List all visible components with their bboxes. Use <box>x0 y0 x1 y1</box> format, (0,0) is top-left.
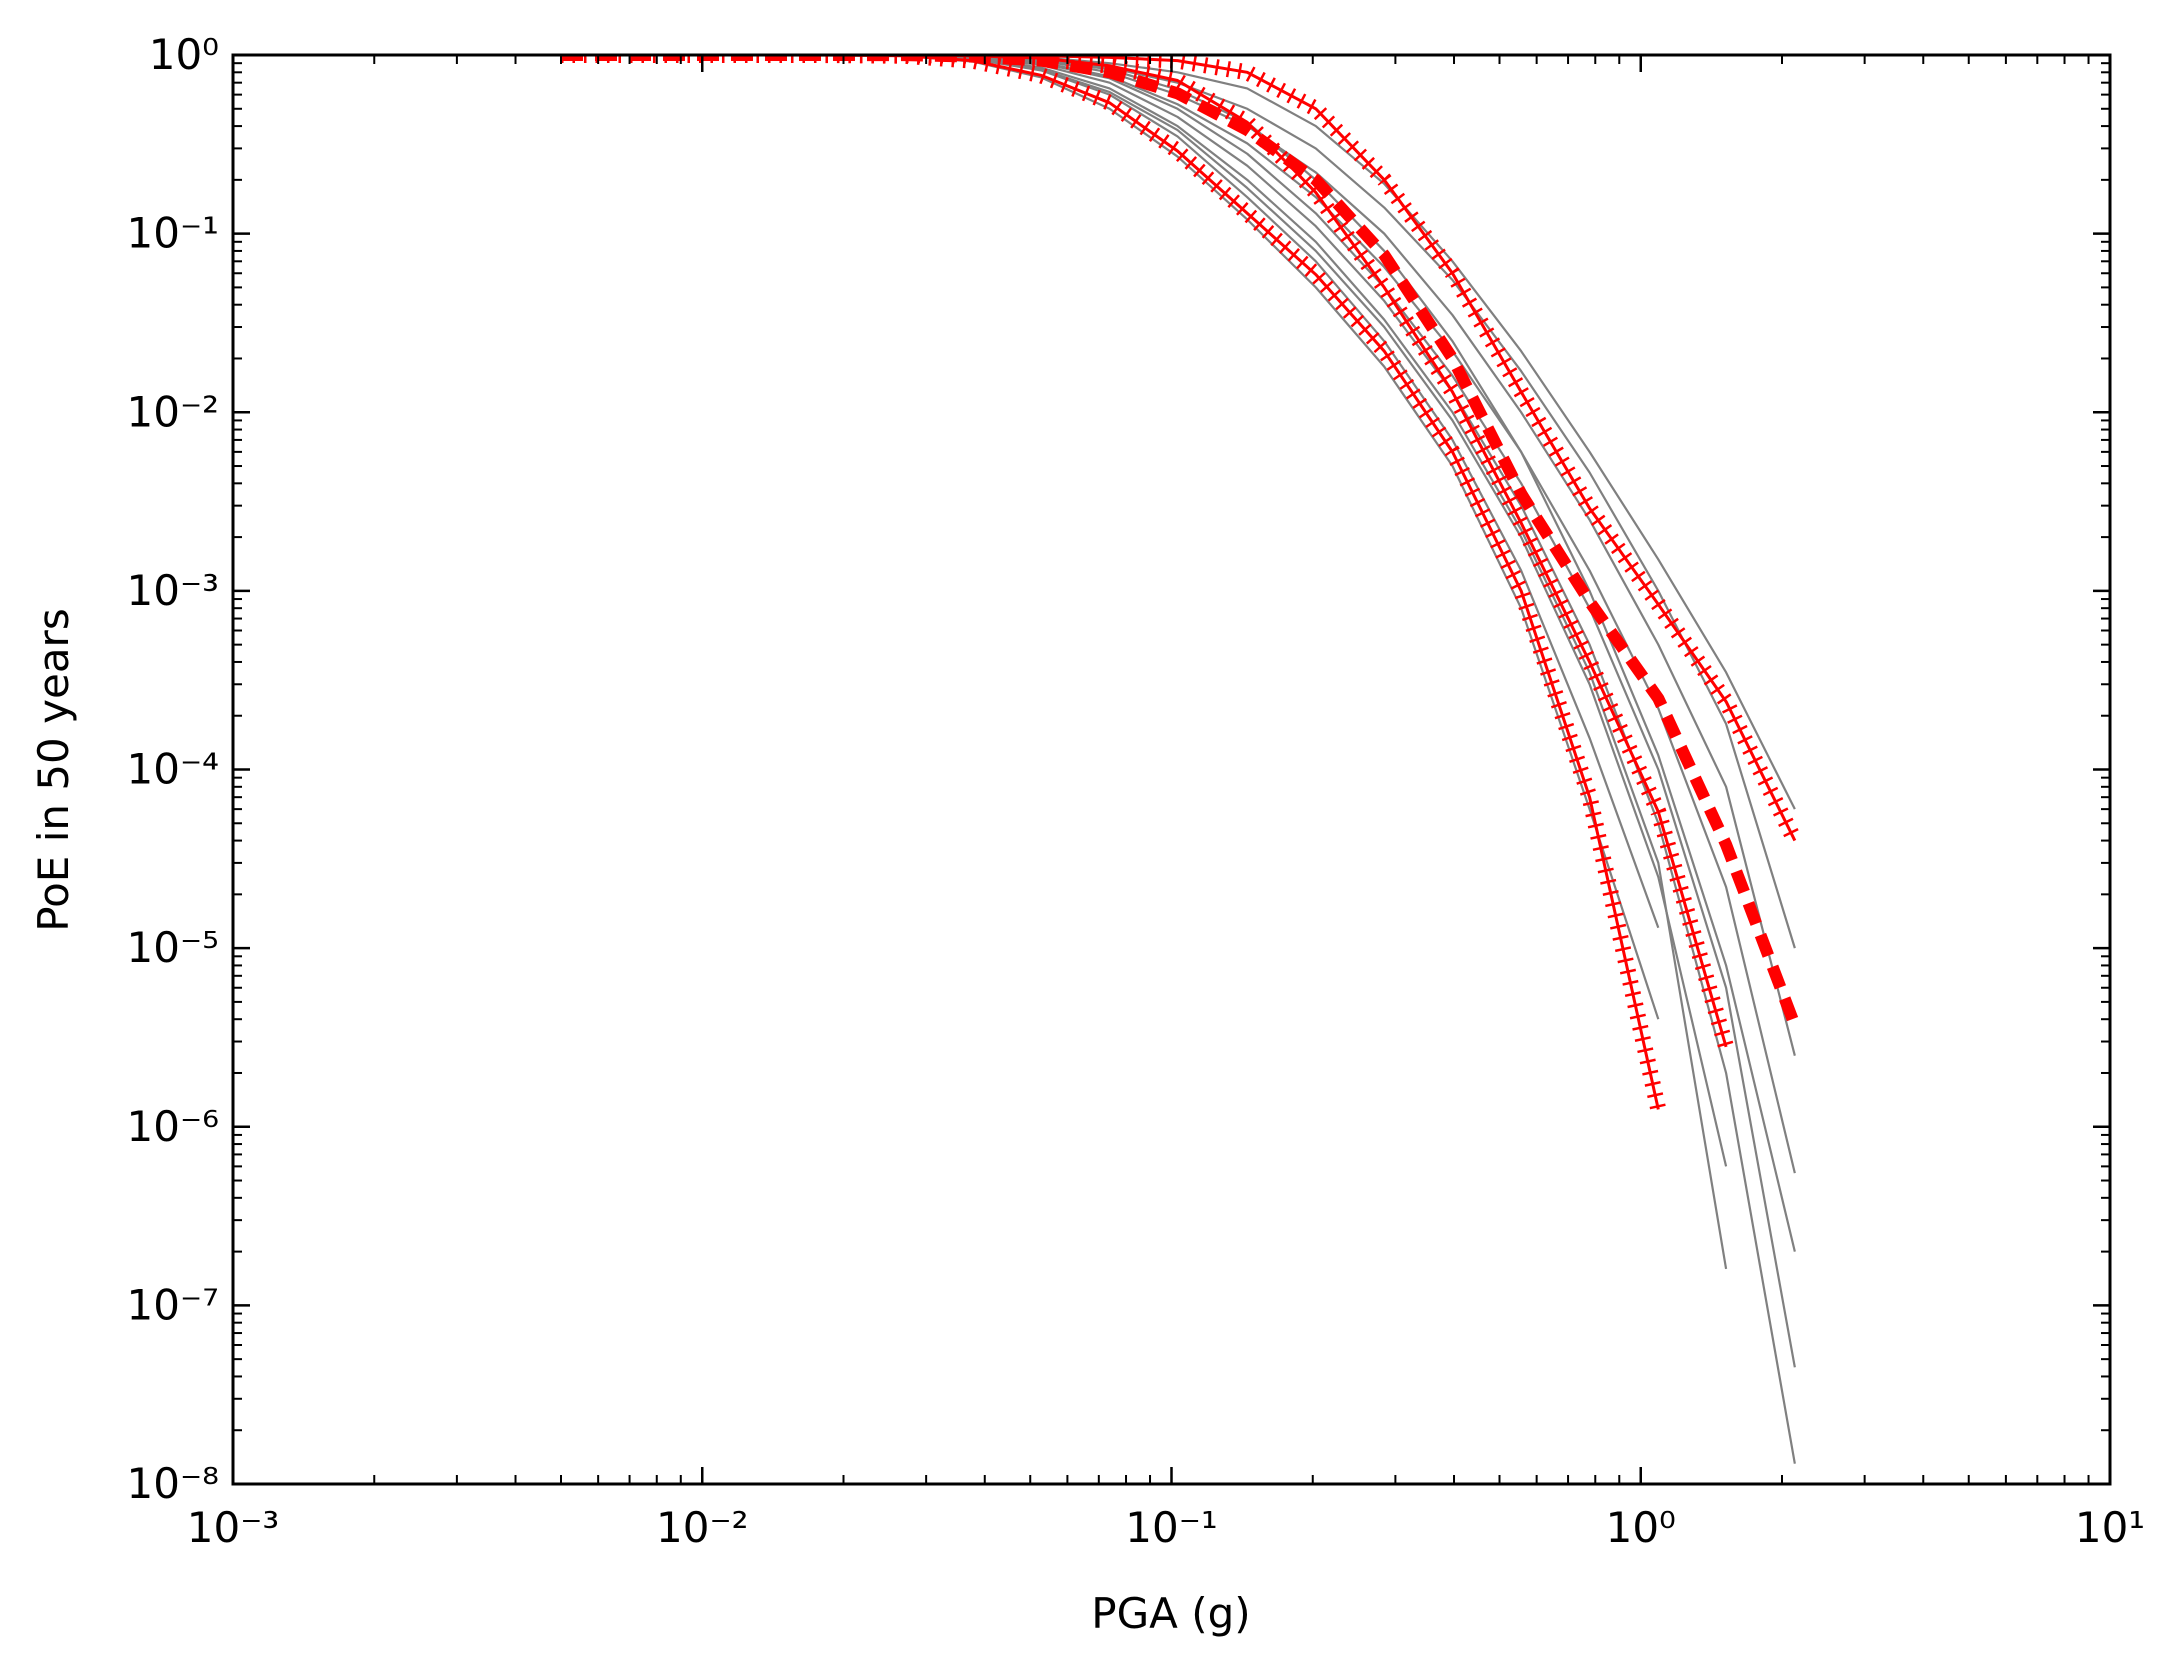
hazard-curve <box>560 55 1728 1167</box>
x-axis-label: PGA (g) <box>1091 1589 1250 1638</box>
y-tick-label: 10⁰ <box>149 30 219 79</box>
y-tick-label: 10⁻⁸ <box>127 1459 219 1508</box>
y-tick-label: 10⁻⁵ <box>127 923 219 972</box>
plot-area <box>560 55 1803 1464</box>
y-axis-label: PoE in 50 years <box>29 608 78 931</box>
y-tick-label: 10⁻⁷ <box>127 1280 219 1329</box>
mean-curve <box>560 55 1801 1028</box>
y-tick-label: 10⁻⁴ <box>127 745 219 794</box>
x-tick-label: 10¹ <box>2075 1503 2145 1552</box>
x-tick-label: 10⁰ <box>1606 1503 1676 1552</box>
quantile-curve <box>560 55 1797 842</box>
quantile-curve <box>560 55 1728 1048</box>
x-tick-label: 10⁻³ <box>187 1503 279 1552</box>
hazard-curve <box>560 55 1796 1464</box>
y-tick-label: 10⁻³ <box>127 566 219 615</box>
y-tick-label: 10⁻¹ <box>127 209 219 258</box>
hazard-curve <box>560 55 1660 1020</box>
y-tick-label: 10⁻² <box>127 387 219 436</box>
x-tick-label: 10⁻² <box>656 1503 748 1552</box>
hazard-curve <box>560 55 1796 810</box>
hazard-curve <box>560 55 1796 1174</box>
hazard-curve <box>560 55 1796 949</box>
y-tick-label: 10⁻⁶ <box>127 1102 219 1151</box>
quantile-curve <box>560 55 1660 1110</box>
x-tick-label: 10⁻¹ <box>1125 1503 1217 1552</box>
